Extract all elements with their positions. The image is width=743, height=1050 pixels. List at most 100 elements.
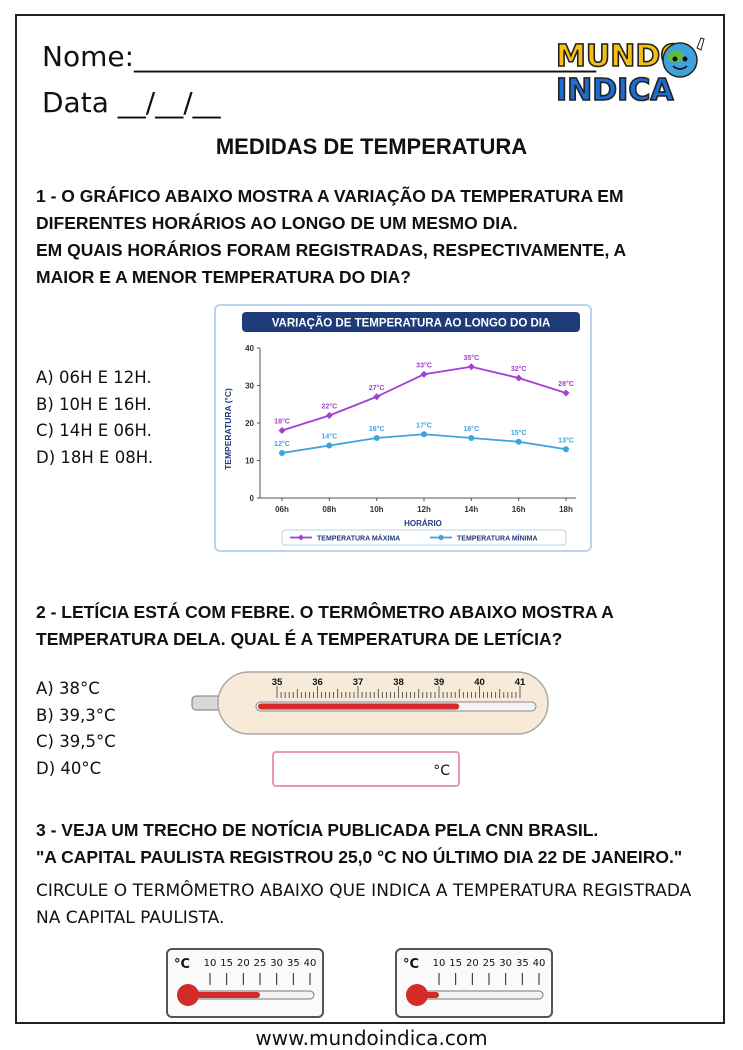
fever-thermometer: 35 36 37 38 39 40 41 (190, 668, 550, 804)
x-tick-label: 08h (322, 505, 336, 514)
max-temp-data-label: 33°C (416, 361, 432, 369)
scale-label: 35 (287, 958, 300, 969)
y-tick-label: 0 (250, 494, 255, 503)
option-c[interactable]: C) 39,5°C (36, 732, 116, 751)
min-temp-point (326, 442, 333, 449)
max-temp-point (467, 363, 475, 371)
thermometer-option-2[interactable]: °C 10 15 20 25 30 35 40 (395, 948, 553, 1018)
scale-label: 39 (434, 677, 445, 688)
thermometer-option-1[interactable]: °C 10 15 20 25 30 35 40 (166, 948, 324, 1018)
logo-word-2: INDICA (556, 73, 674, 104)
min-temp-data-label: 15°C (511, 429, 527, 437)
scale-label: 40 (304, 958, 317, 969)
temperature-line-chart: VARIAÇÃO DE TEMPERATURA AO LONGO DO DIA … (223, 312, 580, 546)
scale-label: 30 (499, 958, 512, 969)
min-temp-point (515, 438, 522, 445)
page-border (15, 14, 725, 1024)
question-2: 2 - LETÍCIA ESTÁ COM FEBRE. O TERMÔMETRO… (36, 599, 716, 653)
option-c[interactable]: C) 14H E 06H. (36, 421, 152, 440)
logo-word-1: MUNDO (556, 39, 686, 74)
max-temp-data-label: 32°C (511, 365, 527, 373)
footer-url[interactable]: www.mundoindica.com (255, 1026, 488, 1050)
min-temp-point (279, 450, 285, 456)
question-1-line: EM QUAIS HORÁRIOS FORAM REGISTRADAS, RES… (36, 240, 627, 260)
x-tick-label: 12h (417, 505, 431, 514)
y-axis-label: TEMPERATURA (°C) (223, 388, 233, 470)
scale-label: 40 (533, 958, 546, 969)
scale-label: 20 (237, 958, 250, 969)
y-tick-label: 30 (245, 382, 254, 391)
min-temp-data-label: 17°C (416, 421, 432, 429)
min-temp-point (563, 446, 569, 453)
max-temp-data-label: 28°C (558, 380, 574, 388)
question-1: 1 - O GRÁFICO ABAIXO MOSTRA A VARIAÇÃO D… (36, 183, 716, 291)
scale-label: 41 (515, 677, 526, 688)
min-temp-data-label: 16°C (369, 425, 385, 433)
chart-title: VARIAÇÃO DE TEMPERATURA AO LONGO DO DIA (272, 317, 551, 330)
question-2-line: 2 - LETÍCIA ESTÁ COM FEBRE. O TERMÔMETRO… (36, 602, 614, 622)
min-temp-data-label: 16°C (464, 425, 480, 433)
instruction-line: CIRCULE O TERMÔMETRO ABAIXO QUE INDICA A… (36, 881, 692, 901)
min-temp-point (373, 435, 380, 441)
option-d[interactable]: D) 40°C (36, 758, 102, 778)
x-axis-label: HORÁRIO (404, 519, 442, 528)
date-field[interactable]: Data __/__/__ (42, 86, 221, 119)
max-temp-data-label: 27°C (369, 384, 385, 392)
option-a[interactable]: A) 06H E 12H. (36, 368, 152, 387)
max-temp-point (515, 374, 523, 382)
scale-label: 25 (254, 958, 267, 969)
scale-label: 15 (449, 958, 462, 969)
min-temp-point (468, 435, 475, 441)
x-tick-label: 06h (275, 505, 289, 514)
question-3-quote: "A CAPITAL PAULISTA REGISTROU 25,0 °C NO… (36, 847, 683, 867)
max-temp-point (420, 370, 428, 378)
max-temp-point (373, 393, 381, 401)
max-temp-data-label: 18°C (274, 418, 290, 426)
legend-box (281, 529, 567, 546)
option-b[interactable]: B) 39,3°C (36, 705, 116, 725)
x-tick-label: 10h (370, 505, 384, 514)
mundo-indica-logo: MUNDO INDICA (555, 37, 705, 104)
x-tick-label: 16h (512, 505, 526, 514)
mercury-column (417, 992, 439, 998)
option-d[interactable]: D) 18H E 08H. (36, 447, 154, 467)
page-title: MEDIDAS DE TEMPERATURA (215, 134, 528, 159)
mercury-column (188, 992, 260, 998)
answer-unit-label: °C (433, 763, 450, 779)
scale-label: 40 (474, 677, 485, 688)
answer-input-box[interactable]: °C (272, 751, 460, 787)
legend-label: TEMPERATURA MÁXIMA (317, 534, 400, 543)
y-tick-label: 40 (245, 344, 254, 353)
option-b[interactable]: B) 10H E 16H. (36, 394, 152, 414)
question-1-options: A) 06H E 12H. B) 10H E 16H. C) 14H E 06H… (36, 365, 153, 471)
max-temp-data-label: 35°C (464, 354, 480, 362)
question-3-instruction: CIRCULE O TERMÔMETRO ABAIXO QUE INDICA A… (36, 878, 726, 932)
min-temp-data-label: 14°C (322, 433, 338, 441)
min-temp-data-label: 12°C (274, 440, 290, 448)
max-temp-point (325, 412, 333, 419)
max-temp-data-label: 22°C (322, 403, 338, 411)
option-a[interactable]: A) 38°C (36, 679, 100, 698)
scale-label: 36 (312, 677, 323, 688)
scale-label: 35 (272, 677, 283, 688)
unit-label: °C (403, 957, 419, 972)
max-temp-point (278, 427, 286, 434)
max-temp-point (562, 389, 570, 397)
question-3-line: 3 - VEJA UM TRECHO DE NOTÍCIA PUBLICADA … (36, 820, 599, 840)
y-tick-label: 20 (245, 419, 254, 428)
min-temp-point (421, 431, 427, 438)
scale-label: 15 (220, 958, 233, 969)
chart-title-bar (242, 312, 580, 332)
y-tick-label: 10 (245, 457, 254, 466)
scale-label: 35 (516, 958, 529, 969)
question-2-options: A) 38°C B) 39,3°C C) 39,5°C D) 40°C (36, 676, 116, 782)
question-1-line: MAIOR E A MENOR TEMPERATURA DO DIA? (36, 267, 411, 287)
scale-label: 25 (483, 958, 496, 969)
question-1-line: DIFERENTES HORÁRIOS AO LONGO DE UM MESMO… (36, 213, 518, 233)
question-3: 3 - VEJA UM TRECHO DE NOTÍCIA PUBLICADA … (36, 817, 726, 871)
name-field[interactable]: Nome:_________________________________ (42, 40, 597, 73)
question-2-line: TEMPERATURA DELA. QUAL É A TEMPERATURA D… (36, 629, 563, 649)
scale-label: 20 (466, 958, 479, 969)
scale-label: 38 (393, 677, 404, 688)
unit-label: °C (174, 957, 190, 972)
